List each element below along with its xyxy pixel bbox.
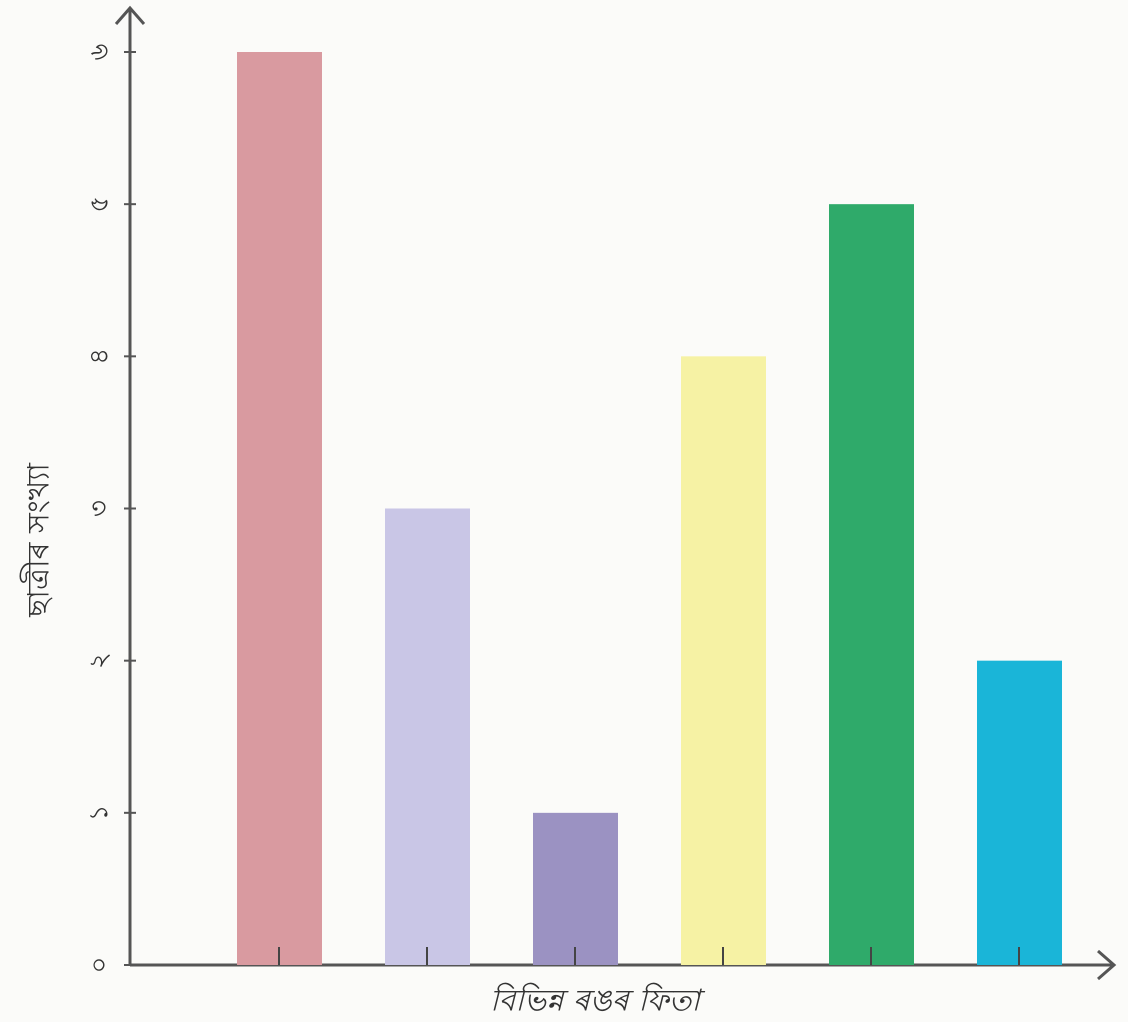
x-axis-label: বিভিন্ন ৰঙৰ ফিতা	[490, 983, 705, 1019]
y-tick-label: ০	[85, 957, 115, 974]
axes	[114, 5, 1117, 981]
y-axis-label: ছাত্ৰীৰ সংখ্যা	[20, 462, 57, 618]
bar	[829, 204, 914, 965]
bar	[681, 356, 766, 965]
bar	[237, 52, 322, 965]
y-tick-label: ৩	[85, 500, 115, 517]
y-tick-label: ৫	[85, 196, 115, 213]
y-tick-label: ৪	[85, 348, 115, 365]
bar	[385, 508, 470, 965]
bar	[533, 812, 618, 965]
y-tick-label: ২	[85, 652, 115, 669]
y-tick-label: ১	[85, 804, 115, 821]
bar	[977, 660, 1062, 965]
y-tick-label: ৬	[85, 43, 115, 60]
